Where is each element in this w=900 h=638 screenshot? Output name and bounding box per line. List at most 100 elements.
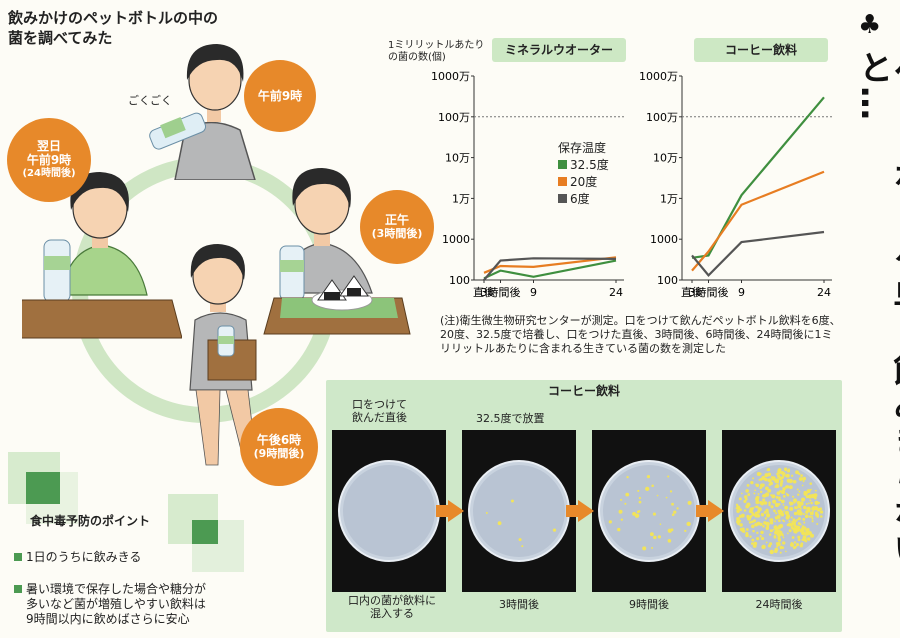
- bacteria-colony: [768, 533, 772, 536]
- bullet-icon: [14, 553, 22, 561]
- bacteria-colony: [781, 499, 785, 504]
- bacteria-colony: [775, 495, 779, 499]
- bacteria-colony: [807, 502, 810, 505]
- bacteria-colony: [806, 489, 811, 494]
- legend-item: 32.5度: [558, 157, 609, 174]
- bacteria-colony: [754, 511, 757, 514]
- bacteria-colony: [686, 521, 691, 527]
- badge-6pm: 午後6時 (9時間後): [240, 408, 318, 486]
- bacteria-colony: [518, 538, 522, 542]
- bacteria-colony: [649, 532, 654, 537]
- bacteria-colony: [771, 476, 776, 481]
- legend-item: 6度: [558, 191, 609, 208]
- bacteria-colony: [752, 477, 755, 480]
- bacteria-colony: [735, 507, 738, 510]
- bacteria-colony: [801, 484, 804, 487]
- y-tick-label: 1000万: [431, 70, 470, 83]
- bacteria-colony: [774, 549, 778, 554]
- page-title: 飲みかけのペットボトルの中の 菌を調べてみた: [8, 9, 219, 47]
- bacteria-colony: [759, 477, 763, 481]
- bacteria-colony: [646, 475, 651, 479]
- bacteria-colony: [754, 513, 759, 518]
- series-line: [691, 170, 825, 272]
- petri-agar: [473, 465, 565, 557]
- bacteria-colony: [802, 480, 805, 483]
- bacteria-colony: [743, 495, 748, 499]
- bacteria-colony: [750, 481, 754, 485]
- bacteria-colony: [806, 537, 811, 541]
- bacteria-colony: [800, 497, 806, 502]
- bacteria-colony: [746, 484, 750, 487]
- bacteria-colony: [736, 509, 740, 514]
- bacteria-colony: [809, 499, 812, 502]
- bacteria-colony: [807, 506, 809, 509]
- bacteria-colony: [669, 490, 673, 493]
- bacteria-colony: [651, 484, 654, 488]
- bacteria-colony: [735, 503, 739, 507]
- bacteria-colony: [802, 476, 806, 481]
- bacteria-colony: [667, 539, 672, 543]
- bacteria-colony: [748, 521, 752, 524]
- bacteria-colony: [645, 486, 650, 492]
- bacteria-colony: [764, 473, 769, 478]
- bacteria-colony: [774, 478, 779, 484]
- bacteria-colony: [637, 489, 640, 492]
- y-tick-label: 10万: [653, 152, 678, 165]
- bacteria-colony: [809, 482, 813, 486]
- bacteria-colony: [788, 468, 790, 471]
- bacteria-colony: [792, 546, 796, 550]
- bacteria-colony: [789, 506, 794, 511]
- bacteria-colony: [802, 517, 806, 521]
- bacteria-colony: [759, 486, 762, 490]
- bacteria-colony: [776, 472, 779, 476]
- bacteria-colony: [802, 513, 805, 516]
- bacteria-colony: [773, 510, 776, 513]
- bacteria-colony: [626, 475, 629, 479]
- bacteria-colony: [779, 530, 783, 534]
- x-tick-label: 3時間後: [481, 285, 521, 299]
- bacteria-colony: [756, 471, 761, 477]
- bacteria-colony: [745, 533, 749, 538]
- bacteria-colony: [796, 525, 801, 530]
- bacteria-colony: [775, 502, 779, 506]
- bacteria-colony: [810, 488, 812, 491]
- bacteria-colony: [759, 472, 762, 475]
- bacteria-colony: [769, 542, 773, 546]
- petri-dish-panel: コーヒー飲料 口をつけて 飲んだ直後 32.5度で放置 口内の菌が飲料に 混入す…: [326, 380, 842, 632]
- bacteria-colony: [776, 545, 779, 548]
- bacteria-colony: [813, 506, 819, 511]
- bacteria-colony: [745, 528, 749, 531]
- y-tick-label: 1万: [452, 192, 470, 205]
- bacteria-colony: [741, 528, 745, 533]
- bacteria-colony: [782, 536, 785, 539]
- badge-9am: 午前9時: [244, 60, 316, 132]
- legend-title: 保存温度: [558, 141, 607, 155]
- arrow-right-icon: [696, 500, 724, 522]
- bacteria-colony: [791, 474, 794, 477]
- bacteria-colony: [782, 487, 786, 491]
- bacteria-colony: [745, 489, 749, 493]
- bacteria-colony: [819, 510, 824, 514]
- bacteria-colony: [617, 527, 621, 532]
- bacteria-colony: [797, 535, 801, 539]
- bacteria-colony: [785, 492, 788, 495]
- bacteria-colony: [676, 507, 679, 510]
- bacteria-colony: [792, 479, 797, 484]
- bacteria-colony: [765, 486, 769, 491]
- bacteria-colony: [778, 537, 781, 541]
- bacteria-colony: [757, 493, 760, 495]
- bacteria-colony: [757, 507, 762, 512]
- bacteria-colony: [760, 513, 765, 517]
- bacteria-colony: [737, 523, 740, 526]
- x-tick-label: 直後: [473, 285, 495, 299]
- bacteria-colony: [787, 494, 790, 497]
- bacteria-colony: [763, 501, 767, 505]
- bacteria-colony: [736, 505, 741, 510]
- bacteria-colony: [774, 516, 777, 519]
- bacteria-colony: [809, 511, 814, 516]
- bacteria-colony: [755, 483, 760, 488]
- bacteria-colony: [779, 482, 783, 486]
- dish-caption: 3時間後: [499, 598, 539, 611]
- bacteria-colony: [765, 513, 771, 518]
- bacteria-colony: [743, 499, 747, 504]
